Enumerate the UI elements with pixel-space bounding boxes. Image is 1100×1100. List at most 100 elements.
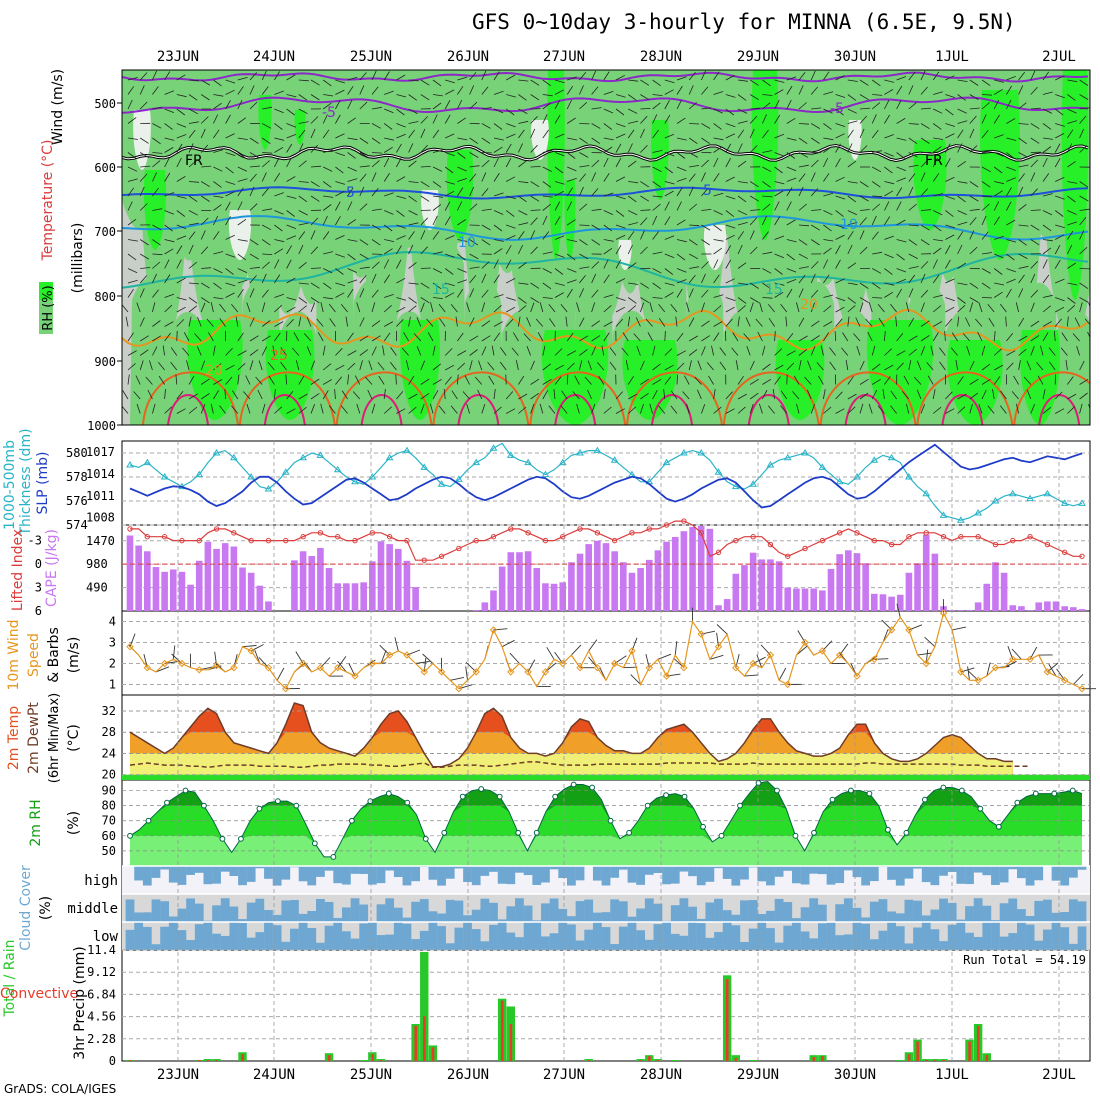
wind-barb: [334, 388, 336, 400]
wind-barb: [274, 172, 281, 182]
wind-barb: [347, 219, 357, 226]
cape-bar: [568, 562, 575, 611]
wind-barb: [652, 282, 662, 290]
wind-barb: [635, 317, 641, 327]
wind-barb: [981, 378, 991, 385]
wind-barb: [127, 268, 138, 274]
cloud-cell: [956, 922, 966, 950]
temp-contour-magenta: [457, 394, 500, 425]
wind-barb: [188, 129, 196, 139]
wind-barb: [554, 181, 565, 185]
precip-convective-bar: [933, 1060, 937, 1061]
cloud-cell: [757, 922, 767, 950]
wind-barb: [1018, 265, 1029, 269]
wind-barb: [1079, 181, 1089, 188]
thickness-point: [316, 451, 325, 458]
wind-barb: [286, 210, 295, 217]
wind-barb: [615, 176, 626, 182]
wind-barb: [249, 85, 255, 95]
wind-barb: [286, 391, 294, 400]
thickness-point: [541, 470, 550, 478]
wind-barb: [993, 166, 1003, 174]
wind-barb: [359, 335, 369, 342]
wind-barb: [725, 245, 732, 255]
wind-barb: [1018, 173, 1025, 182]
date-label-top: 30JUN: [834, 49, 876, 65]
wind-barb: [408, 244, 414, 255]
wind-barb: [640, 246, 648, 255]
cloud-cell: [991, 922, 1000, 950]
cloud-cell: [489, 866, 498, 872]
wind-barb: [530, 181, 540, 188]
wind-barb: [249, 186, 255, 197]
wind-barb: [530, 392, 540, 400]
cape-bar: [585, 544, 592, 611]
wind-barb: [225, 133, 235, 139]
wind-barb: [628, 108, 638, 114]
wind-barb: [847, 376, 854, 385]
cloud-cell: [774, 942, 784, 950]
cloud-cell: [515, 898, 524, 922]
wind-barb: [554, 253, 565, 258]
wind-barb: [713, 305, 722, 313]
wind-barb: [798, 266, 809, 269]
wind-barb: [1055, 133, 1065, 139]
rh2m-tick-label: 60: [102, 829, 116, 843]
cloud-cell: [982, 866, 992, 876]
wind-barb: [932, 157, 938, 168]
wind-barb: [957, 143, 963, 153]
wind-barb: [926, 362, 934, 371]
wind-barb: [1006, 187, 1012, 197]
wind-barb: [615, 94, 626, 98]
wind-barb: [908, 173, 916, 182]
wind-barb: [274, 321, 284, 327]
wind-barb: [237, 201, 243, 211]
wind-barb: [992, 389, 995, 400]
wind-barb: [737, 222, 748, 226]
wind-barb: [322, 215, 328, 226]
wind-barb: [884, 348, 892, 356]
wind-barb: [298, 129, 306, 139]
wind-barb: [445, 253, 455, 258]
cloud-cell: [125, 899, 135, 922]
wind-barb: [658, 303, 666, 313]
wind-barb: [530, 79, 540, 86]
cloud-cell: [367, 866, 377, 885]
lifted-index-point: [231, 530, 237, 536]
cloud-cell: [982, 905, 992, 922]
wind-barb: [847, 244, 853, 255]
wind-barb: [686, 403, 690, 414]
wind-barb: [1079, 115, 1087, 124]
wind-barb: [981, 268, 991, 274]
wind-barb: [526, 317, 531, 327]
wind-barb: [994, 235, 1004, 240]
thickness-point: [783, 453, 792, 461]
wind-barb: [347, 239, 358, 242]
wind-barb: [225, 292, 235, 298]
lifted-index-point: [940, 534, 947, 540]
cloud-cell: [636, 908, 646, 922]
cloud-cell: [411, 866, 420, 882]
wind-barb: [443, 388, 446, 400]
precip-convective-bar: [198, 1060, 201, 1061]
wind-barb: [786, 268, 797, 273]
wind-speed-point: [1009, 655, 1017, 664]
cloud-cell: [835, 904, 845, 922]
wind-barb: [347, 362, 356, 371]
wind-speed-point: [922, 659, 930, 668]
cloud-cell: [1042, 929, 1052, 950]
wind-barb: [469, 152, 479, 158]
wind-barb: [274, 108, 284, 114]
wind-barb: [1018, 348, 1027, 356]
precip-convective-bar: [985, 1055, 989, 1061]
wind-barb: [1092, 114, 1096, 123]
cloud-cell: [489, 902, 498, 922]
wind-barb: [1054, 108, 1064, 116]
date-label-top: 2JUL: [1042, 49, 1076, 65]
wind-barb: [298, 160, 307, 168]
wind-barb: [1030, 261, 1038, 269]
wind-barb: [427, 332, 434, 342]
wind-barb: [200, 230, 206, 240]
wind-barb: [1079, 94, 1089, 100]
cloud-cell: [852, 907, 862, 922]
